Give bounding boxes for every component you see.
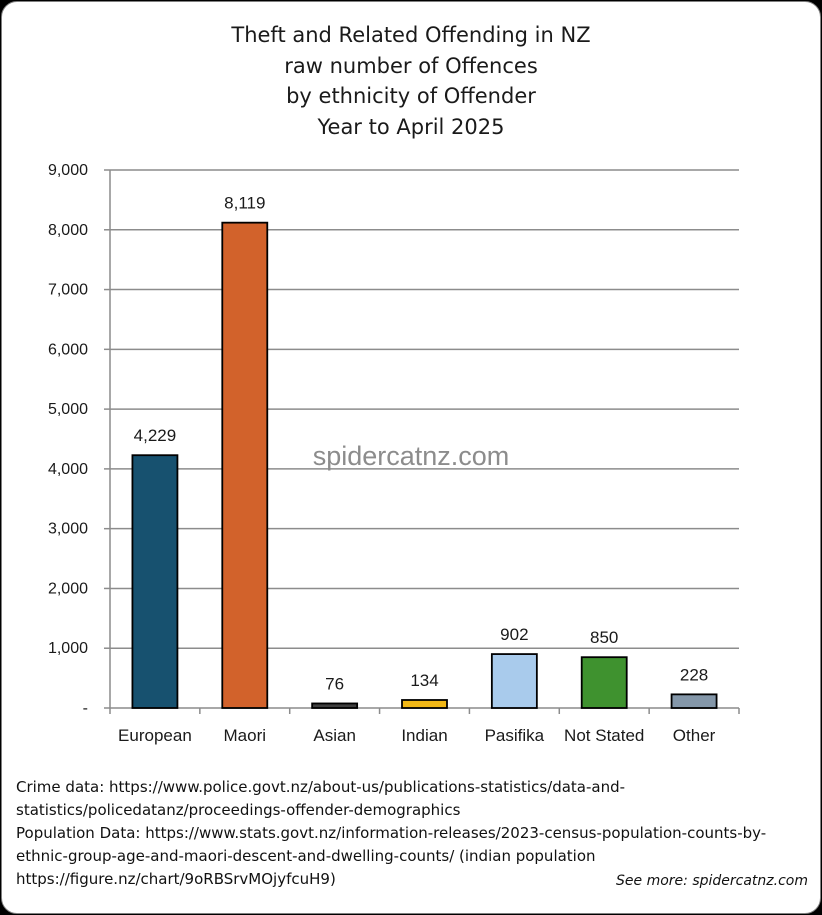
x-tick-label: Asian bbox=[313, 726, 356, 745]
source-line: https://figure.nz/chart/9oRBSrvMOjyfcuH9… bbox=[16, 870, 336, 888]
bar-indian bbox=[401, 699, 448, 709]
bar-other bbox=[670, 693, 718, 709]
source-line: statistics/policedatanz/proceedings-offe… bbox=[16, 801, 461, 819]
y-tick-label: 2,000 bbox=[48, 580, 88, 597]
x-tick-label: Not Stated bbox=[564, 726, 644, 745]
source-line: ethnic-group-age-and-maori-descent-and-d… bbox=[16, 847, 596, 865]
y-tick-label: 5,000 bbox=[48, 401, 88, 418]
data-label: 76 bbox=[325, 674, 344, 693]
title-line: by ethnicity of Offender bbox=[286, 84, 536, 108]
data-label: 902 bbox=[500, 625, 528, 644]
x-tick-label: Maori bbox=[224, 726, 267, 745]
y-tick-label: 4,000 bbox=[48, 461, 88, 478]
bar-pasifika bbox=[490, 653, 538, 709]
bar-chart: - 1,000 2,000 3,000 4,000 5,000 6,000 7,000 8,00… bbox=[48, 162, 740, 745]
x-tick-label: Other bbox=[673, 726, 716, 745]
y-tick-label: 7,000 bbox=[48, 282, 88, 299]
data-label: 134 bbox=[410, 671, 438, 690]
x-tick-label: European bbox=[118, 726, 192, 745]
see-more-note: See more: spidercatnz.com bbox=[616, 873, 808, 889]
x-tick-label: Pasifika bbox=[485, 726, 545, 745]
source-line: Crime data: https://www.police.govt.nz/a… bbox=[16, 778, 626, 796]
y-tick-label: 8,000 bbox=[48, 222, 88, 239]
data-label: 228 bbox=[680, 665, 708, 684]
data-label: 850 bbox=[590, 628, 618, 647]
y-tick-label: 3,000 bbox=[48, 521, 88, 538]
y-tick-label: 6,000 bbox=[48, 341, 88, 358]
bar-maori bbox=[221, 221, 269, 709]
y-tick-label: 9,000 bbox=[48, 162, 88, 179]
y-tick-label: 1,000 bbox=[48, 640, 88, 657]
title-line: Theft and Related Offending in NZ bbox=[231, 23, 591, 47]
x-tick-label: Indian bbox=[401, 726, 447, 745]
bar-not-stated bbox=[580, 656, 628, 709]
source-line: Population Data: https://www.stats.govt.… bbox=[16, 824, 767, 842]
title-line: Year to April 2025 bbox=[317, 114, 505, 139]
data-label: 8,119 bbox=[224, 194, 265, 213]
y-tick-label: - bbox=[83, 700, 88, 717]
chart-title: Theft and Related Offending in NZ raw nu… bbox=[0, 20, 822, 142]
data-label: 4,229 bbox=[134, 426, 177, 445]
title-line: raw number of Offences bbox=[284, 53, 538, 78]
bar-european bbox=[131, 454, 179, 709]
bar-asian bbox=[311, 702, 359, 709]
watermark-text: spidercatnz.com bbox=[313, 441, 510, 471]
